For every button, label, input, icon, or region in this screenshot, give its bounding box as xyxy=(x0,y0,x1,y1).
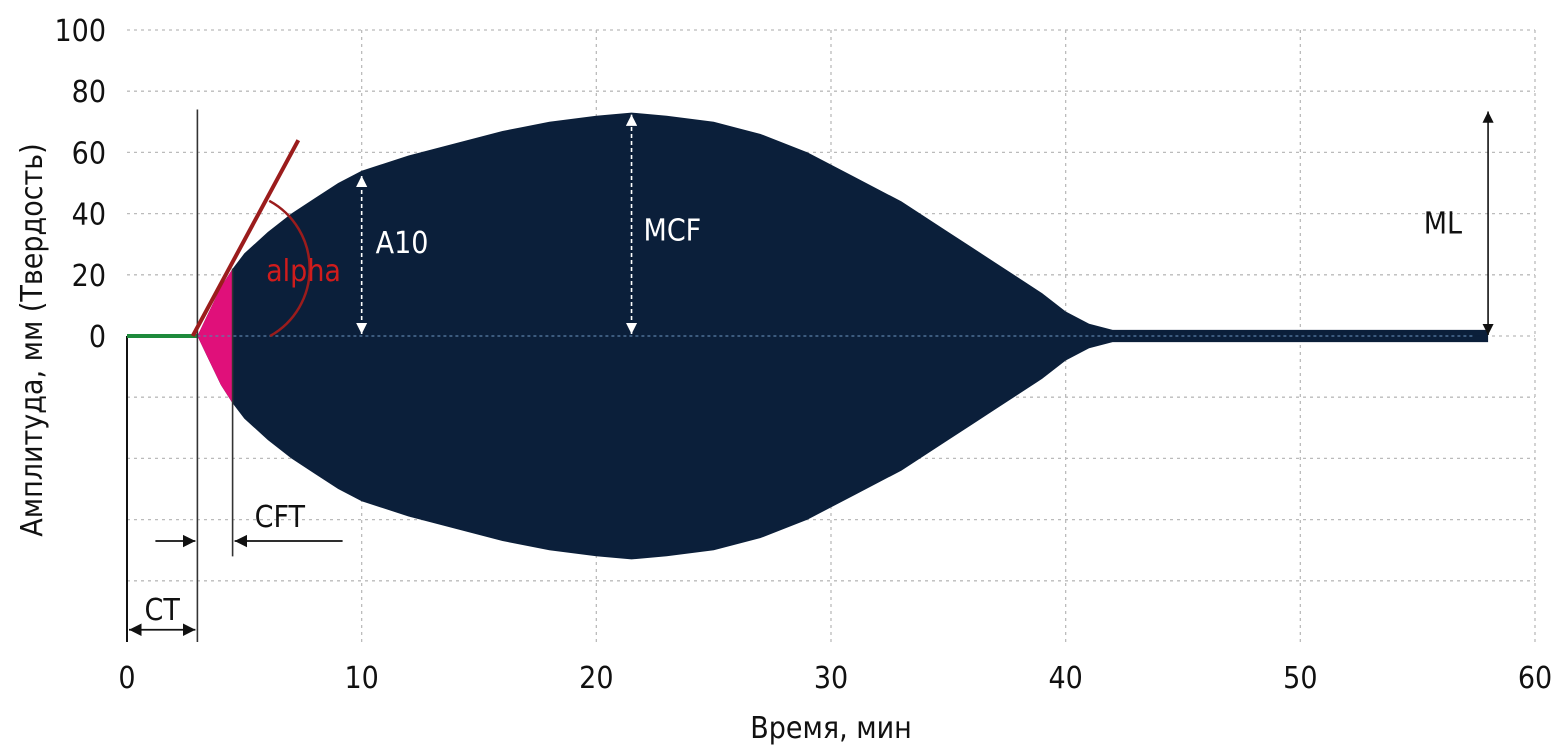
cft-label: CFT xyxy=(255,500,306,535)
tick-labels: 0 10 20 30 40 50 60 0 20 40 60 80 100 xyxy=(54,14,1552,696)
x-tick-label: 20 xyxy=(579,661,613,696)
annotations: CT CFT A10 MCF ML alpha xyxy=(129,111,1494,637)
clot-area xyxy=(197,112,1489,560)
y-tick-label: 100 xyxy=(54,14,106,49)
ct-label: CT xyxy=(145,593,181,628)
initial-clot-region xyxy=(197,268,233,404)
x-tick-label: 40 xyxy=(1048,661,1082,696)
chart-marks xyxy=(126,109,311,642)
y-tick-label: 0 xyxy=(89,320,106,355)
alpha-tangent-line xyxy=(190,139,301,337)
x-tick-label: 10 xyxy=(344,661,378,696)
alpha-label: alpha xyxy=(266,254,341,289)
x-tick-label: 0 xyxy=(118,661,135,696)
x-tick-label: 30 xyxy=(814,661,848,696)
y-axis-title: Амплитуда, мм (Твердость) xyxy=(15,143,50,536)
clot-envelope xyxy=(197,112,1489,560)
ml-label: ML xyxy=(1424,207,1462,242)
x-axis-title: Время, мин xyxy=(750,711,912,746)
a10-label: A10 xyxy=(376,226,429,261)
x-tick-label: 50 xyxy=(1283,661,1317,696)
y-tick-label: 40 xyxy=(72,198,106,233)
alpha-arc xyxy=(268,199,311,338)
y-tick-label: 80 xyxy=(72,75,106,110)
x-tick-label: 60 xyxy=(1518,661,1552,696)
y-tick-label: 60 xyxy=(72,136,106,171)
mcf-label: MCF xyxy=(644,214,702,249)
y-tick-label: 20 xyxy=(72,259,106,294)
